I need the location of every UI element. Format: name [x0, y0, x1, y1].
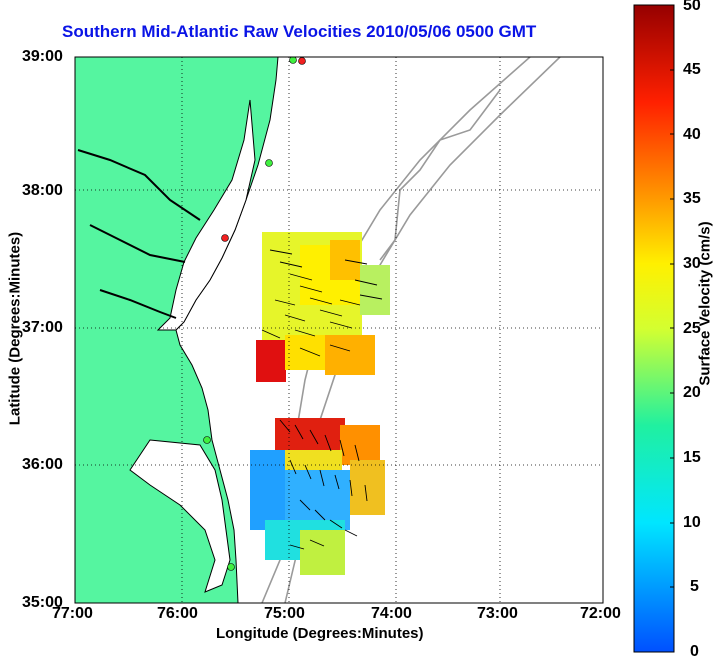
station-marker — [227, 563, 235, 571]
colorbar-tick-label: 20 — [683, 384, 701, 401]
y-tick-label: 38:00 — [22, 182, 63, 199]
bay-tributary-1 — [77, 149, 201, 221]
colorbar-tick-label: 35 — [683, 190, 701, 207]
colorbar-label: Surface Velocity (cm/s) — [696, 221, 714, 386]
colorbar-tick-label: 5 — [690, 578, 699, 595]
grid-lines — [75, 57, 603, 603]
station-marker — [298, 57, 306, 65]
colorbar-tick-label: 45 — [683, 61, 701, 78]
x-tick-label: 75:00 — [264, 605, 305, 622]
colorbar-tick-marks — [670, 4, 674, 653]
pamlico-sound — [129, 439, 231, 593]
x-tick-label: 76:00 — [157, 605, 198, 622]
x-tick-label: 72:00 — [580, 605, 621, 622]
colorbar-tick-label: 0 — [690, 643, 699, 660]
velocity-field — [250, 232, 390, 575]
plot-frame — [74, 56, 604, 604]
y-tick-label: 36:00 — [22, 456, 63, 473]
map-title: Southern Mid-Atlantic Raw Velocities 201… — [62, 22, 537, 41]
colorbar — [633, 4, 675, 653]
y-tick-label: 39:00 — [22, 48, 63, 65]
x-tick-label: 77:00 — [52, 605, 93, 622]
colorbar-tick-label: 25 — [683, 320, 701, 337]
colorbar-tick-label: 50 — [683, 0, 701, 14]
chesapeake-bay — [156, 99, 256, 331]
x-tick-label: 73:00 — [477, 605, 518, 622]
colorbar-tick-label: 30 — [683, 255, 701, 272]
station-marker — [221, 234, 229, 242]
bay-tributary-2 — [89, 224, 186, 263]
colorbar-tick-label: 15 — [683, 449, 701, 466]
y-tick-label: 35:00 — [22, 594, 63, 611]
station-marker — [289, 57, 297, 64]
station-marker — [203, 436, 211, 444]
station-marker — [265, 159, 273, 167]
colorbar-tick-label: 40 — [683, 126, 701, 143]
bay-tributary-3 — [99, 289, 177, 319]
x-tick-label: 74:00 — [371, 605, 412, 622]
y-tick-label: 37:00 — [22, 319, 63, 336]
colorbar-tick-label: 10 — [683, 514, 701, 531]
y-axis-label: Latitude (Degrees:Minutes) — [6, 231, 24, 426]
station-markers — [203, 57, 306, 571]
velocity-arrows — [261, 249, 383, 550]
x-axis-label: Longitude (Degrees:Minutes) — [216, 625, 424, 642]
